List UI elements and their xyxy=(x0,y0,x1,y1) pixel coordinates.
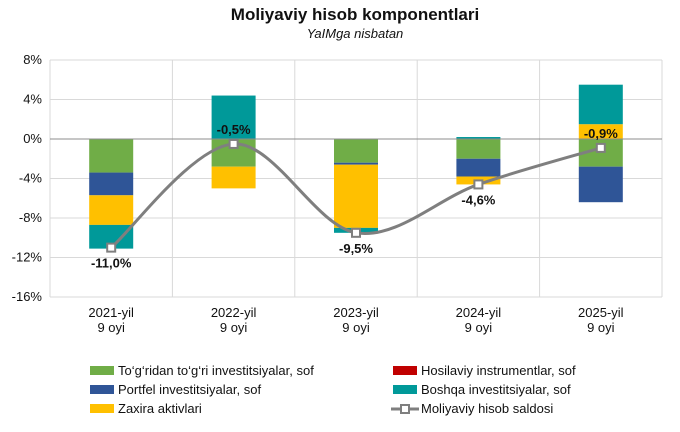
y-tick-label: 8% xyxy=(23,52,42,67)
bar-segment xyxy=(334,162,378,165)
x-category-label: 2021-yil 9 oyi xyxy=(88,305,134,335)
chart-subtitle: YaIMga nisbatan xyxy=(307,26,404,41)
legend-swatch xyxy=(90,404,114,413)
bar-segment xyxy=(578,124,623,139)
legend-swatch xyxy=(90,366,114,375)
legend-label: Portfel investitsiyalar, sof xyxy=(118,382,261,397)
legend-label: Boshqa investitsiyalar, sof xyxy=(421,382,571,397)
x-category-label: 2022-yil 9 oyi xyxy=(211,305,257,335)
balance-line-marker xyxy=(351,227,361,238)
bar-segment xyxy=(334,164,378,228)
balance-line-marker xyxy=(106,242,117,253)
balance-line-marker xyxy=(473,179,484,190)
y-tick-label: 4% xyxy=(23,92,42,107)
bars xyxy=(89,84,623,249)
legend-label: To‘g‘ridan to‘g‘ri investitsiyalar, sof xyxy=(118,363,314,378)
bar-segment xyxy=(456,139,501,159)
y-tick-label: 0% xyxy=(23,131,42,146)
balance-data-label: -11,0% xyxy=(91,256,132,271)
x-axis-categories: 2021-yil 9 oyi 2022-yil 9 oyi 2023-yil 9 oyi 2… xyxy=(88,305,623,335)
legend: To‘g‘ridan to‘g‘ri investitsiyalar, sof H… xyxy=(90,363,576,416)
legend-label: Moliyaviy hisob saldosi xyxy=(421,401,553,416)
bar-segment xyxy=(211,166,256,189)
balance-line-marker xyxy=(595,142,606,153)
bar-segment xyxy=(211,95,256,139)
balance-line-path xyxy=(110,142,602,249)
bar-segment xyxy=(89,139,134,173)
bar-segment xyxy=(456,158,501,177)
balance-line: -11,0% -0,5% -9,5% -4,6% -0,9% xyxy=(91,122,618,271)
legend-swatch xyxy=(393,385,417,394)
legend-label: Hosilaviy instrumentlar, sof xyxy=(421,363,576,378)
legend-swatch xyxy=(90,385,114,394)
bar-segment xyxy=(578,166,623,203)
balance-data-label: -0,9% xyxy=(584,126,618,141)
balance-line-marker xyxy=(228,138,239,149)
bar-segment xyxy=(89,224,134,249)
chart-title: Moliyaviy hisob komponentlari xyxy=(231,5,479,24)
bar-segment xyxy=(456,137,501,139)
balance-data-label: -4,6% xyxy=(461,192,495,207)
balance-data-label: -9,5% xyxy=(339,241,373,256)
legend-label: Zaxira aktivlari xyxy=(118,401,202,416)
bar-segment xyxy=(89,172,134,196)
y-tick-label: -4% xyxy=(19,171,43,186)
balance-data-label: -0,5% xyxy=(217,122,251,137)
bar-segment xyxy=(89,195,134,225)
x-category-label: 2024-yil 9 oyi xyxy=(456,305,502,335)
legend-line-marker xyxy=(400,404,410,414)
x-category-label: 2025-yil 9 oyi xyxy=(578,305,624,335)
bar-segment xyxy=(578,84,623,125)
y-tick-label: -12% xyxy=(12,250,43,265)
x-category-label: 2023-yil 9 oyi xyxy=(333,305,379,335)
legend-swatch xyxy=(393,366,417,375)
y-tick-label: -8% xyxy=(19,210,43,225)
y-axis-ticks: 8% 4% 0% -4% -8% -12% -16% xyxy=(12,52,43,304)
bar-segment xyxy=(334,139,378,163)
y-tick-label: -16% xyxy=(12,289,43,304)
